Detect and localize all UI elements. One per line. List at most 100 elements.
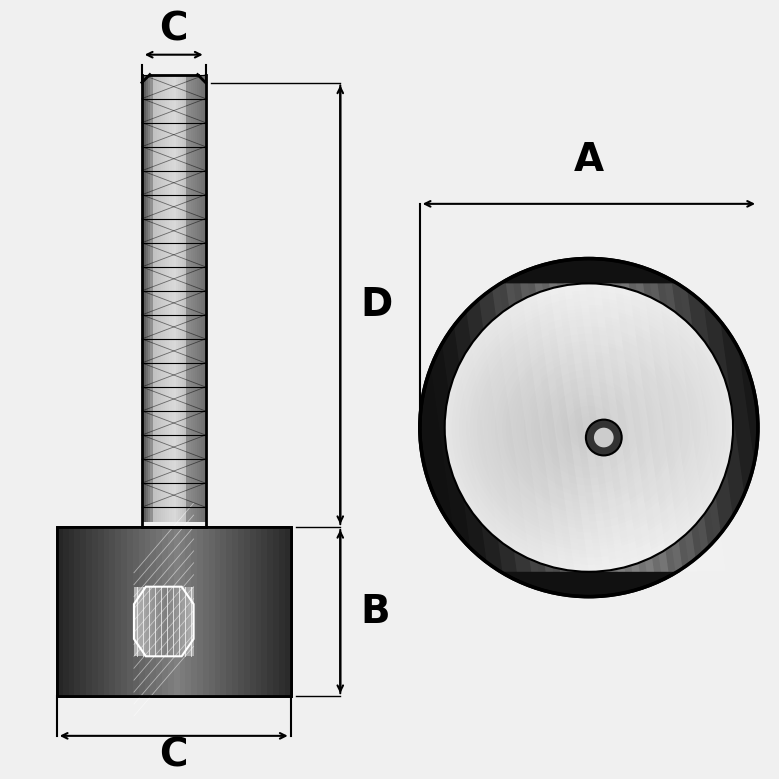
Polygon shape <box>167 587 170 656</box>
Circle shape <box>470 308 708 547</box>
Circle shape <box>467 305 711 550</box>
Polygon shape <box>238 527 244 696</box>
Polygon shape <box>57 527 291 696</box>
Circle shape <box>582 421 596 435</box>
Text: B: B <box>360 593 390 630</box>
Circle shape <box>506 344 671 510</box>
Polygon shape <box>607 284 726 572</box>
Polygon shape <box>139 527 145 696</box>
Polygon shape <box>69 527 75 696</box>
Circle shape <box>488 326 690 528</box>
Polygon shape <box>185 527 191 696</box>
Polygon shape <box>186 75 189 522</box>
Text: A: A <box>574 141 604 179</box>
Polygon shape <box>115 527 122 696</box>
Polygon shape <box>193 75 195 522</box>
Polygon shape <box>249 527 256 696</box>
Circle shape <box>594 428 614 447</box>
Polygon shape <box>75 527 80 696</box>
Polygon shape <box>134 587 137 656</box>
Circle shape <box>585 424 593 432</box>
Polygon shape <box>189 75 191 522</box>
Circle shape <box>564 403 614 453</box>
Circle shape <box>560 399 618 456</box>
Polygon shape <box>142 75 144 522</box>
Circle shape <box>542 381 636 474</box>
Circle shape <box>420 259 758 597</box>
Polygon shape <box>214 527 220 696</box>
Polygon shape <box>188 587 191 656</box>
Polygon shape <box>176 75 178 522</box>
Polygon shape <box>148 75 150 522</box>
Circle shape <box>531 370 647 485</box>
Polygon shape <box>159 75 161 522</box>
Polygon shape <box>201 75 203 522</box>
Circle shape <box>524 363 654 492</box>
Circle shape <box>452 291 726 565</box>
Circle shape <box>463 301 715 554</box>
Circle shape <box>456 294 722 561</box>
Polygon shape <box>170 587 173 656</box>
Polygon shape <box>279 527 284 696</box>
Polygon shape <box>178 75 180 522</box>
Circle shape <box>509 348 668 507</box>
Circle shape <box>553 392 625 464</box>
Polygon shape <box>165 75 167 522</box>
Circle shape <box>481 319 697 536</box>
Circle shape <box>538 377 640 478</box>
Polygon shape <box>133 527 139 696</box>
Polygon shape <box>520 284 640 572</box>
Polygon shape <box>98 527 104 696</box>
Circle shape <box>549 388 629 467</box>
Polygon shape <box>197 75 199 522</box>
Polygon shape <box>153 75 154 522</box>
Polygon shape <box>145 527 150 696</box>
Polygon shape <box>155 587 158 656</box>
Circle shape <box>448 287 729 568</box>
Polygon shape <box>57 527 63 696</box>
Circle shape <box>495 334 682 521</box>
Circle shape <box>445 284 733 572</box>
Polygon shape <box>163 75 165 522</box>
Polygon shape <box>173 587 176 656</box>
Polygon shape <box>157 75 159 522</box>
Polygon shape <box>182 75 185 522</box>
Polygon shape <box>137 587 140 656</box>
Polygon shape <box>80 527 86 696</box>
Polygon shape <box>180 75 182 522</box>
Text: C: C <box>160 11 188 49</box>
Circle shape <box>520 359 657 496</box>
Circle shape <box>499 337 679 518</box>
Polygon shape <box>158 587 160 656</box>
Polygon shape <box>284 527 291 696</box>
Polygon shape <box>122 527 127 696</box>
Polygon shape <box>152 587 155 656</box>
Polygon shape <box>110 527 115 696</box>
Polygon shape <box>104 527 110 696</box>
Polygon shape <box>154 75 157 522</box>
Polygon shape <box>171 75 174 522</box>
Polygon shape <box>203 75 206 522</box>
Polygon shape <box>182 587 185 656</box>
Polygon shape <box>232 527 238 696</box>
Polygon shape <box>150 75 153 522</box>
Circle shape <box>513 352 664 503</box>
Polygon shape <box>161 75 163 522</box>
Polygon shape <box>185 587 188 656</box>
Polygon shape <box>179 527 185 696</box>
Polygon shape <box>220 527 226 696</box>
Polygon shape <box>168 527 174 696</box>
Polygon shape <box>176 587 178 656</box>
Polygon shape <box>144 75 146 522</box>
Polygon shape <box>185 75 186 522</box>
Polygon shape <box>563 284 683 572</box>
Circle shape <box>474 312 704 543</box>
Polygon shape <box>203 527 209 696</box>
Polygon shape <box>534 284 654 572</box>
Polygon shape <box>191 527 197 696</box>
Polygon shape <box>92 527 98 696</box>
Circle shape <box>502 341 675 514</box>
Polygon shape <box>127 527 133 696</box>
Polygon shape <box>226 527 232 696</box>
Polygon shape <box>174 527 179 696</box>
